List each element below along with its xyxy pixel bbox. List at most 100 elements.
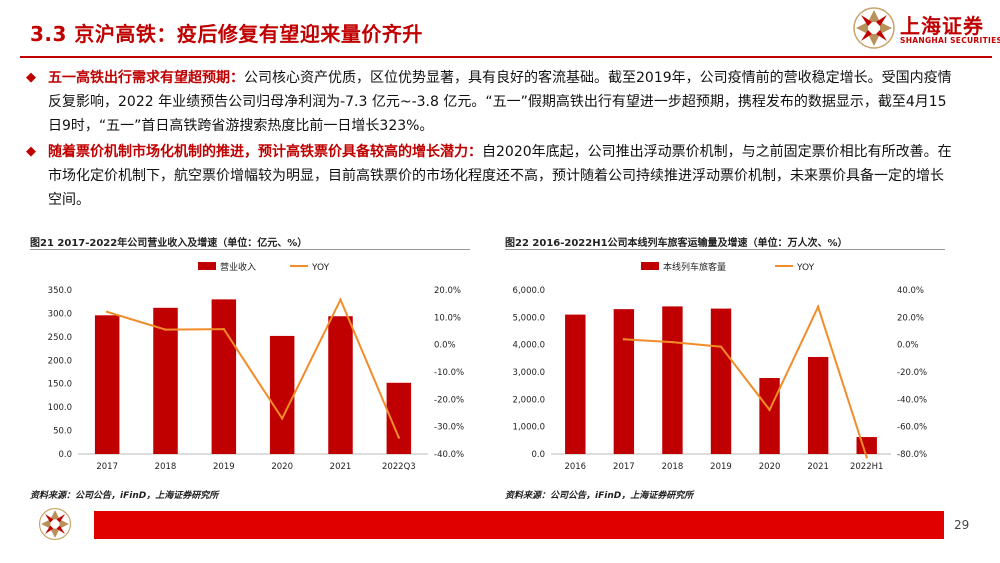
bullet-list: ◆ 五一高铁出行需求有望超预期：公司核心资产优质，区位优势显著，具有良好的客流基… [26,66,956,214]
y-left-tick-label: 0.0 [531,450,545,460]
header-divider [20,56,992,58]
y-right-tick-label: 20.0% [897,313,924,323]
yoy-point [280,417,284,420]
bullet-highlight: 随着票价机制市场化机制的推进，预计高铁票价具备较高的增长潜力： [48,144,482,160]
y-left-tick-label: 0.0 [58,450,72,460]
x-tick-label: 2017 [96,462,118,472]
y-right-tick-label: -20.0% [897,368,927,378]
footer-logo-icon [38,507,72,541]
y-left-tick-label: 350.0 [48,286,72,296]
bar [328,316,353,454]
bar [153,307,178,454]
bullet-highlight: 五一高铁出行需求有望超预期： [48,70,244,86]
y-right-tick-label: -10.0% [434,368,464,378]
x-tick-label: 2018 [662,462,684,472]
y-right-tick-label: 0.0% [434,341,456,351]
y-right-tick-label: 20.0% [434,286,461,296]
bar [807,356,829,454]
chart-legend: 营业收入 YOY [198,261,330,273]
footer-bar [94,511,944,539]
bar [269,335,295,454]
bullet-text: 自2020年底起，公司推出浮动票价机制，与之前固定票价相比有所改善。在市场化定价… [48,144,952,208]
bar [211,299,237,454]
yoy-point [222,327,226,331]
yoy-point [105,310,109,314]
x-tick-label: 2021 [330,462,352,472]
yoy-point [397,436,401,439]
bullet-item: ◆ 随着票价机制市场化机制的推进，预计高铁票价具备较高的增长潜力：自2020年底… [26,140,956,212]
y-right-tick-label: 10.0% [434,313,461,323]
chart-2-title: 图22 2016-2022H1公司本线列车旅客运输量及增速（单位：万人次、%） [505,238,848,249]
yoy-point [768,408,771,412]
chart-2-source: 资料来源：公司公告，iFinD，上海证券研究所 [505,491,694,501]
y-left-tick-label: 2,000.0 [513,395,545,405]
y-right-tick-label: 0.0% [897,341,919,351]
x-tick-label: 2019 [213,462,235,472]
y-left-tick-label: 4,000.0 [513,341,545,351]
y-left-tick-label: 100.0 [48,403,72,413]
x-tick-label: 2019 [710,462,732,472]
yoy-line [106,297,400,438]
bar [856,437,877,454]
legend-label: 本线列车旅客量 [663,261,726,273]
bar [565,314,586,454]
y-right-tick-label: -80.0% [897,450,927,460]
logo-text-en: SHANGHAI SECURITIES [900,36,1000,45]
diamond-bullet-icon: ◆ [26,144,36,159]
bar [94,315,120,454]
legend-label: YOY [796,263,815,273]
chart-legend: 本线列车旅客量 YOY [641,261,815,273]
y-right-tick-label: -60.0% [897,423,927,433]
yoy-point [816,305,820,309]
x-tick-label: 2020 [271,462,293,472]
bullet-item: ◆ 五一高铁出行需求有望超预期：公司核心资产优质，区位优势显著，具有良好的客流基… [26,66,956,138]
revenue-chart: 营业收入 YOY 0.0 50.0 100.0 150.0 200.0 250.0 300.0 3… [48,261,464,472]
bar [662,306,683,454]
y-left-tick-label: 6,000.0 [513,286,545,296]
bar [710,308,732,454]
x-tick-label: 2021 [807,462,829,472]
y-left-tick-label: 300.0 [48,309,72,319]
y-right-tick-label: -40.0% [897,395,927,405]
yoy-point [164,328,167,331]
yoy-line [623,304,868,458]
bar [759,378,780,454]
y-left-tick-label: 1,000.0 [513,423,545,433]
yoy-point [622,338,626,341]
legend-swatch-bar [198,262,216,270]
y-left-tick-label: 150.0 [48,380,72,390]
y-left-tick-label: 5,000.0 [513,313,545,323]
y-left-tick-label: 250.0 [48,333,72,343]
x-tick-label: 2018 [155,462,177,472]
y-right-tick-label: -40.0% [434,450,464,460]
logo-mark-icon [853,7,895,49]
y-right-tick-label: -20.0% [434,395,464,405]
logo-text-cn: 上海证券 [900,14,984,38]
y-left-tick-label: 3,000.0 [513,368,545,378]
page-number: 29 [954,518,970,532]
x-tick-label: 2016 [564,462,586,472]
x-tick-label: 2022Q3 [382,462,416,472]
yoy-point [865,456,868,459]
y-right-tick-label: 40.0% [897,286,924,296]
chart-1-title: 图21 2017-2022年公司营业收入及增速（单位：亿元、%） [30,238,308,249]
yoy-point [339,298,342,301]
legend-label: YOY [311,263,330,273]
y-left-tick-label: 200.0 [48,356,72,366]
x-tick-label: 2017 [613,462,635,472]
y-right-tick-label: -30.0% [434,423,464,433]
chart-2-title-rule [505,249,945,250]
chart-1-title-rule [30,249,470,250]
legend-swatch-bar [641,262,659,270]
passenger-chart: 本线列车旅客量 YOY 0.0 1,000.0 2,000.0 3,000.0 4,000.… [513,261,928,472]
x-tick-label: 2022H1 [850,462,883,472]
bullet-text: 公司核心资产优质，区位优势显著，具有良好的客流基础。截至2019年，公司疫情前的… [48,70,952,134]
legend-label: 营业收入 [220,261,256,273]
brand-logo: 上海证券 SHANGHAI SECURITIES [852,6,1000,52]
page-title: 3.3 京沪高铁：疫后修复有望迎来量价齐升 [30,22,423,46]
bar [613,309,635,454]
y-left-tick-label: 50.0 [53,427,72,437]
yoy-point [719,345,723,348]
diamond-bullet-icon: ◆ [26,70,36,85]
yoy-point [671,340,674,344]
